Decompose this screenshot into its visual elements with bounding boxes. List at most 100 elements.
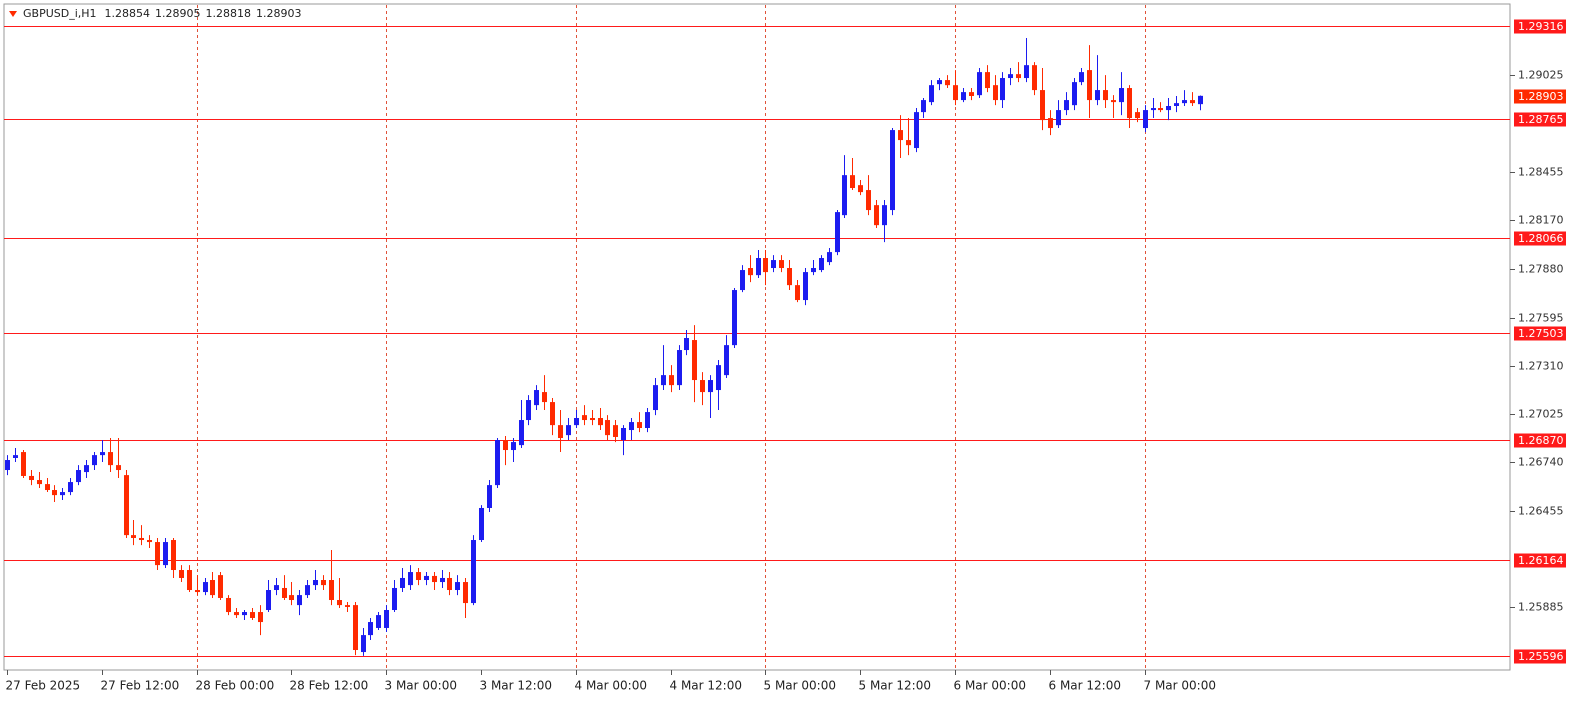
candle-body [171, 540, 176, 571]
x-tick-label: 6 Mar 00:00 [954, 679, 1027, 693]
candle-body [321, 580, 326, 586]
x-tick-label: 5 Mar 12:00 [859, 679, 932, 693]
candle-body [819, 258, 824, 271]
candle-body [835, 212, 840, 253]
candle-body [432, 575, 437, 583]
candle-body [653, 385, 658, 411]
level-label: 1.29316 [1518, 20, 1564, 33]
candle-body [985, 72, 990, 89]
candle-body [52, 490, 57, 496]
candle-body [139, 537, 144, 541]
candle-body [1190, 100, 1195, 104]
candle-body [345, 605, 350, 607]
candle-body [605, 420, 610, 436]
candle-body [937, 80, 942, 85]
candle-body [850, 175, 855, 189]
candle-body [376, 615, 381, 628]
x-tick-label: 3 Mar 00:00 [385, 679, 458, 693]
y-tick-label: 1.29025 [1518, 69, 1564, 82]
candle-body [13, 455, 18, 458]
candle-body [368, 622, 373, 636]
candle-body [187, 570, 192, 591]
candle-body [92, 455, 97, 466]
candle-body [1127, 88, 1132, 119]
candle-body [305, 585, 310, 596]
candle-body [210, 580, 215, 596]
candle-body [1064, 100, 1069, 111]
axis-layer: 27 Feb 2025 27 Feb 12:00 28 Feb 00:00 28 Fe… [6, 19, 1566, 693]
candle-body [1079, 72, 1084, 83]
candle-body [218, 575, 223, 598]
level-label-bg [1514, 433, 1566, 448]
candle-body [147, 540, 152, 543]
candle-body [29, 475, 34, 481]
header-close: 1.28903 [256, 7, 302, 20]
header-arrow[interactable] [9, 11, 17, 17]
candle-body [700, 380, 705, 393]
candle-body [313, 580, 318, 586]
candle-body [1135, 112, 1140, 119]
candle-body [455, 582, 460, 591]
level-label-bg [1514, 326, 1566, 341]
candle-body [1143, 110, 1148, 129]
candle-body [195, 590, 200, 593]
candle-body [5, 460, 10, 471]
candle-body [771, 260, 776, 269]
candle-body [440, 577, 445, 583]
y-tick-label: 1.27880 [1518, 263, 1564, 276]
level-label: 1.27503 [1518, 327, 1564, 340]
candle-body [756, 258, 761, 276]
candle-body [479, 507, 484, 541]
candle-body [234, 612, 239, 616]
candle-body [542, 392, 547, 403]
candle-body [637, 422, 642, 428]
plot-frame [3, 3, 1511, 671]
chart-header: GBPUSD_i,H1 1.28854 1.28905 1.28818 1.28903 [23, 7, 302, 20]
candle-body [550, 402, 555, 426]
header-low: 1.28818 [206, 7, 252, 20]
candle-body [874, 205, 879, 226]
candle-body [353, 605, 358, 651]
candle-body [226, 597, 231, 613]
candle-body [1056, 110, 1061, 126]
level-label-bg [1514, 231, 1566, 246]
candle-body [463, 582, 468, 604]
level-label: 1.26164 [1518, 554, 1564, 567]
level-label: 1.26870 [1518, 434, 1564, 447]
candle-body [969, 92, 974, 97]
candle-body [1103, 90, 1108, 101]
x-tick-label: 28 Feb 00:00 [196, 679, 275, 693]
candle-body [566, 425, 571, 436]
candle-body [827, 252, 832, 263]
header-high: 1.28905 [155, 7, 201, 20]
candle-body [677, 350, 682, 386]
level-label-bg [1514, 649, 1566, 664]
candle-body [558, 425, 563, 438]
candle-body [116, 465, 121, 471]
candle-body [297, 595, 302, 606]
candle-body [740, 270, 745, 291]
candle-body [613, 425, 618, 437]
chart-title: GBPUSD_i,H1 [23, 7, 97, 20]
candle-body [795, 285, 800, 301]
candle-body [1032, 65, 1037, 91]
candle-body [487, 485, 492, 508]
candle-body [929, 85, 934, 103]
candle-body [945, 80, 950, 86]
candle-body [250, 612, 255, 618]
level-label-bg [1514, 553, 1566, 568]
candle-body [1174, 103, 1179, 107]
candle-body [495, 440, 500, 486]
candle-body [582, 415, 587, 421]
x-tick-label: 27 Feb 2025 [6, 679, 81, 693]
x-tick-label: 5 Mar 00:00 [764, 679, 837, 693]
candle-body [282, 587, 287, 598]
candle-body [526, 400, 531, 421]
x-tick-label: 7 Mar 00:00 [1144, 679, 1217, 693]
y-tick-label: 1.28455 [1518, 166, 1564, 179]
y-tick-label: 1.26455 [1518, 505, 1564, 518]
candle-body [155, 542, 160, 566]
candle-body [408, 572, 413, 586]
candle-body [1111, 100, 1116, 103]
